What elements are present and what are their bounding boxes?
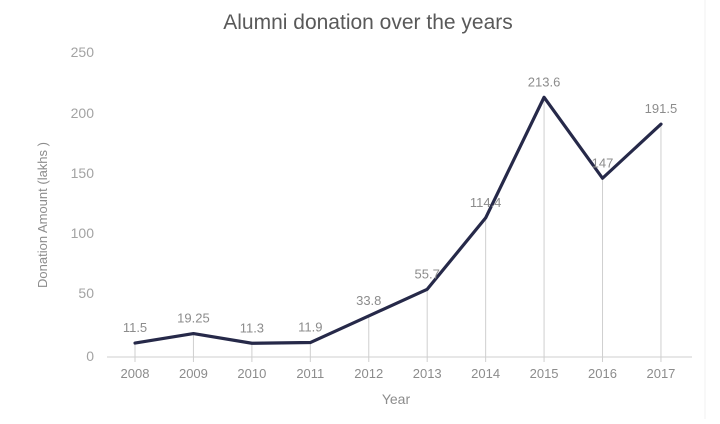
svg-text:2012: 2012 (354, 366, 383, 381)
svg-text:250: 250 (71, 44, 95, 60)
svg-text:2014: 2014 (471, 366, 500, 381)
svg-text:150: 150 (71, 165, 95, 181)
svg-text:2013: 2013 (413, 366, 442, 381)
svg-text:19.25: 19.25 (177, 311, 210, 326)
svg-text:191.5: 191.5 (645, 101, 678, 116)
svg-text:11.3: 11.3 (240, 320, 264, 335)
svg-text:33.8: 33.8 (356, 293, 381, 308)
svg-text:147: 147 (592, 155, 614, 170)
svg-text:2015: 2015 (530, 366, 559, 381)
svg-text:2009: 2009 (179, 366, 208, 381)
svg-text:Alumni donation over the years: Alumni donation over the years (223, 11, 513, 34)
svg-text:50: 50 (78, 285, 94, 301)
svg-text:55.7: 55.7 (415, 266, 440, 281)
svg-text:11.5: 11.5 (123, 320, 147, 335)
svg-text:100: 100 (71, 225, 95, 241)
svg-text:200: 200 (71, 105, 95, 121)
svg-text:2017: 2017 (646, 366, 675, 381)
svg-text:11.9: 11.9 (298, 320, 322, 335)
svg-text:213.6: 213.6 (528, 74, 561, 89)
svg-text:2016: 2016 (588, 366, 617, 381)
svg-text:Donation Amount (lakhs ): Donation Amount (lakhs ) (35, 142, 50, 288)
svg-text:0: 0 (86, 348, 94, 364)
svg-text:2011: 2011 (296, 366, 324, 381)
svg-text:114.4: 114.4 (470, 195, 502, 210)
svg-text:Year: Year (382, 391, 411, 407)
svg-text:2010: 2010 (237, 366, 266, 381)
svg-text:2008: 2008 (121, 366, 150, 381)
